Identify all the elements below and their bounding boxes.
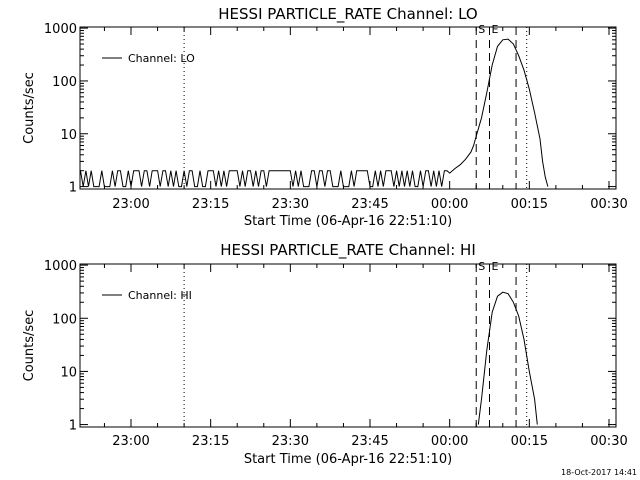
x-tick-label: 23:45	[351, 434, 388, 449]
y-tick-label: 100	[52, 312, 77, 327]
legend-label: Channel: LO	[128, 52, 195, 65]
y-axis-label: Counts/sec	[22, 310, 37, 382]
x-tick-label: 23:30	[272, 434, 309, 449]
x-tick-label: 00:00	[431, 197, 468, 212]
y-tick-label: 1000	[44, 259, 77, 274]
x-tick-label: 23:15	[192, 197, 229, 212]
series-line	[80, 38, 549, 188]
y-tick-label: 1000	[44, 22, 77, 37]
chart-panel-0: HESSI PARTICLE_RATE Channel: LO 1 10 100 100…	[22, 5, 628, 229]
y-tick-label: 100	[52, 75, 77, 90]
data-series	[477, 291, 538, 425]
plot-frame	[79, 263, 617, 428]
x-tick-label: 00:15	[511, 197, 548, 212]
y-tick-label: 1	[69, 181, 77, 196]
time-marker-label: E	[492, 23, 499, 36]
time-marker-label: S	[478, 260, 485, 273]
x-tick-label: 00:30	[590, 434, 627, 449]
legend-label: Channel: HI	[128, 289, 192, 302]
series-line	[477, 291, 538, 425]
x-axis-label: Start Time (06-Apr-16 22:51:10)	[244, 214, 452, 229]
chart-title: HESSI PARTICLE_RATE Channel: HI	[220, 241, 476, 260]
time-marker-label: S	[478, 23, 485, 36]
x-tick-label: 23:45	[351, 197, 388, 212]
plot-frame	[79, 26, 617, 190]
x-tick-label: 23:00	[112, 197, 149, 212]
data-series	[80, 38, 549, 188]
x-tick-label: 00:00	[431, 434, 468, 449]
time-marker-label: E	[492, 260, 499, 273]
x-tick-label: 23:30	[272, 197, 309, 212]
x-tick-label: 00:30	[590, 197, 627, 212]
x-tick-label: 23:00	[112, 434, 149, 449]
footer-timestamp: 18-Oct-2017 14:41	[561, 468, 637, 477]
y-axis-label: Counts/sec	[22, 72, 37, 144]
y-tick-label: 1	[69, 419, 77, 434]
x-tick-label: 00:15	[511, 434, 548, 449]
chart-title: HESSI PARTICLE_RATE Channel: LO	[218, 5, 477, 24]
chart-panel-1: HESSI PARTICLE_RATE Channel: HI 1 10 100 100…	[22, 241, 628, 467]
y-tick-label: 10	[60, 365, 77, 380]
x-tick-label: 23:15	[192, 434, 229, 449]
x-axis-label: Start Time (06-Apr-16 22:51:10)	[244, 452, 452, 467]
y-tick-label: 10	[60, 128, 77, 143]
